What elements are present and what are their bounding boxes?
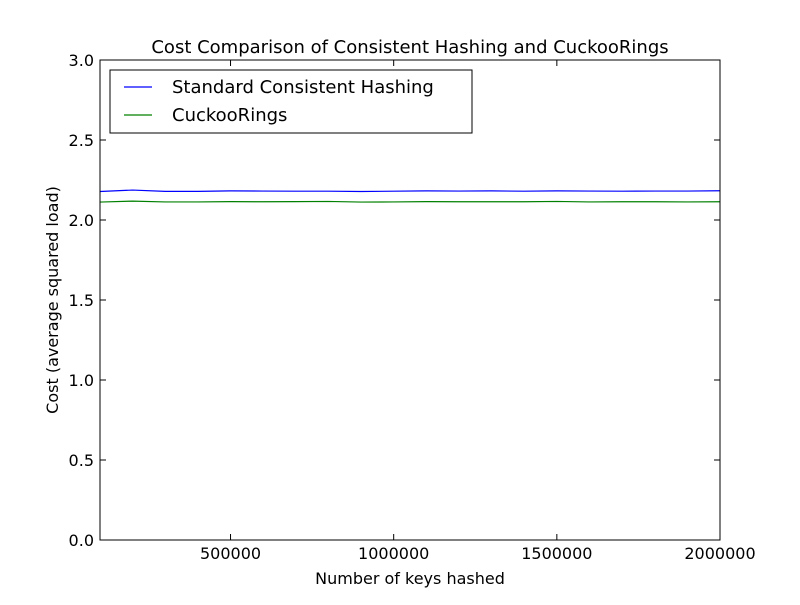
- x-tick-label: 500000: [200, 544, 261, 563]
- x-axis-label: Number of keys hashed: [315, 569, 505, 588]
- x-tick-label: 2000000: [684, 544, 755, 563]
- legend-label-1: Standard Consistent Hashing: [172, 77, 434, 98]
- chart-title: Cost Comparison of Consistent Hashing an…: [151, 37, 668, 58]
- y-tick-label: 3.0: [69, 51, 94, 70]
- y-tick-label: 0.5: [69, 451, 94, 470]
- y-tick-label: 0.0: [69, 531, 94, 550]
- series-line-2: [99, 200, 721, 203]
- x-tick-label: 1000000: [358, 544, 429, 563]
- y-tick-label: 1.0: [69, 371, 94, 390]
- y-tick-label: 1.5: [69, 291, 94, 310]
- plot-area: [100, 60, 720, 540]
- series-line-1: [99, 189, 721, 193]
- series-layer: [99, 189, 721, 203]
- y-axis-label: Cost (average squared load): [43, 186, 62, 414]
- legend-label-2: CuckooRings: [172, 105, 287, 126]
- legend: Standard Consistent Hashing CuckooRings: [109, 69, 473, 134]
- legend-box: [109, 69, 473, 134]
- y-tick-label: 2.0: [69, 211, 94, 230]
- x-tick-label: 1500000: [521, 544, 592, 563]
- plot-frame: [99, 59, 721, 541]
- tick-labels-layer: 500000 1000000 1500000 2000000 0.0 0.5 1.0 1.5 2…: [69, 51, 756, 563]
- y-tick-label: 2.5: [69, 131, 94, 150]
